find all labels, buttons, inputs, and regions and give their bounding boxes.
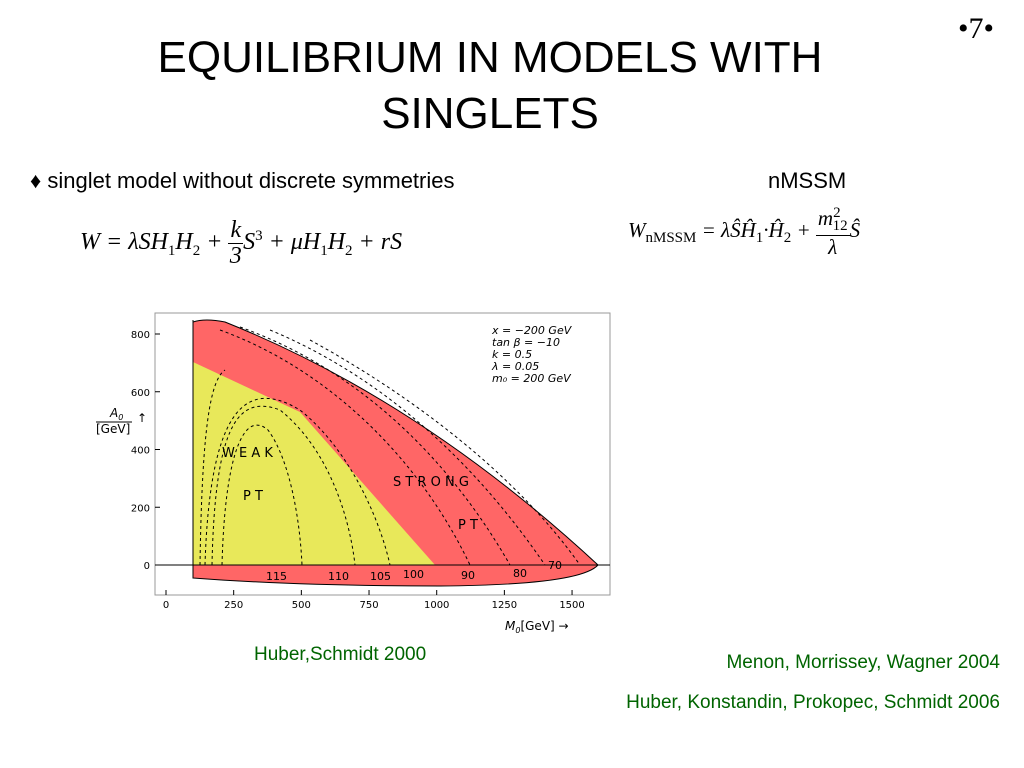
- parameter: λ = 0.05: [491, 360, 539, 373]
- y-label-unit: [GeV]: [96, 422, 130, 436]
- contour-label: 115: [266, 570, 287, 583]
- x-tick-label: 1250: [492, 600, 517, 611]
- contour-label: 90: [461, 569, 475, 582]
- formula-right: WnMSSM = λŜĤ1·Ĥ2 + m212 λ Ŝ: [628, 205, 861, 259]
- parameter: x = −200 GeV: [491, 324, 573, 337]
- contour-label: 80: [513, 567, 527, 580]
- slide-number: •7•: [957, 12, 994, 45]
- y-tick-label: 400: [131, 446, 150, 457]
- contours: [199, 326, 581, 566]
- y-tick-label: 0: [144, 561, 150, 572]
- x-tick-label: 0: [163, 600, 169, 611]
- region-label: W E A K: [222, 446, 273, 461]
- contour-labels: 115 110 105 100 90 80 70: [266, 559, 562, 583]
- y-tick-label: 800: [131, 330, 150, 341]
- region-label: P T: [458, 518, 478, 533]
- y-tick-label: 600: [131, 388, 150, 399]
- x-tick-label: 750: [359, 600, 378, 611]
- x-label: M0[GeV] →: [505, 619, 569, 635]
- frame: [154, 312, 611, 596]
- ylabel: A0 [GeV] ↑ M0[GeV] →: [96, 406, 569, 635]
- right-heading: nMSSM: [768, 168, 847, 193]
- x-tick-label: 500: [292, 600, 311, 611]
- x-tick-label: 1000: [424, 600, 449, 611]
- title: EQUILIBRIUM IN MODELS WITH SINGLETS: [157, 33, 823, 138]
- x-tick-label: 250: [224, 600, 243, 611]
- y-label-arrow: ↑: [137, 411, 147, 425]
- contour-label: 105: [370, 570, 391, 583]
- x-tick-label: 1500: [559, 600, 584, 611]
- citation: Menon, Morrissey, Wagner 2004: [726, 652, 1000, 673]
- y-label: A0: [109, 406, 123, 422]
- parameters: x = −200 GeV tan β = −10 k = 0.5 λ = 0.0…: [491, 324, 573, 385]
- formula-left: W = λSH1H2 + k 3 S3 + μH1H2 + rS: [80, 217, 403, 270]
- region-label: P T: [243, 489, 263, 504]
- parameter: m₀ = 200 GeV: [492, 372, 572, 385]
- parameter: tan β = −10: [492, 336, 560, 349]
- contour-label: 110: [328, 570, 349, 583]
- weak-region: [193, 362, 435, 565]
- y-tick-label: 200: [131, 503, 150, 514]
- contour-label: 100: [403, 568, 424, 581]
- region-labels: W E A K P T S T R O N G P T: [222, 446, 478, 533]
- citation: Huber,Schmidt 2000: [254, 644, 427, 665]
- region-label: S T R O N G: [393, 475, 469, 490]
- contour-label: 70: [548, 559, 562, 572]
- citation: Huber, Konstandin, Prokopec, Schmidt 200…: [626, 692, 1000, 713]
- parameter: k = 0.5: [492, 348, 532, 361]
- bullet: ♦ singlet model without discrete symmetr…: [30, 168, 455, 193]
